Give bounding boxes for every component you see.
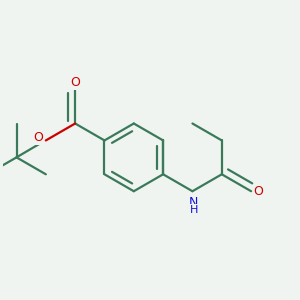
Text: N: N bbox=[189, 196, 199, 209]
Text: O: O bbox=[34, 131, 44, 144]
Text: O: O bbox=[70, 76, 80, 89]
Text: H: H bbox=[190, 206, 198, 215]
Text: O: O bbox=[254, 185, 263, 198]
